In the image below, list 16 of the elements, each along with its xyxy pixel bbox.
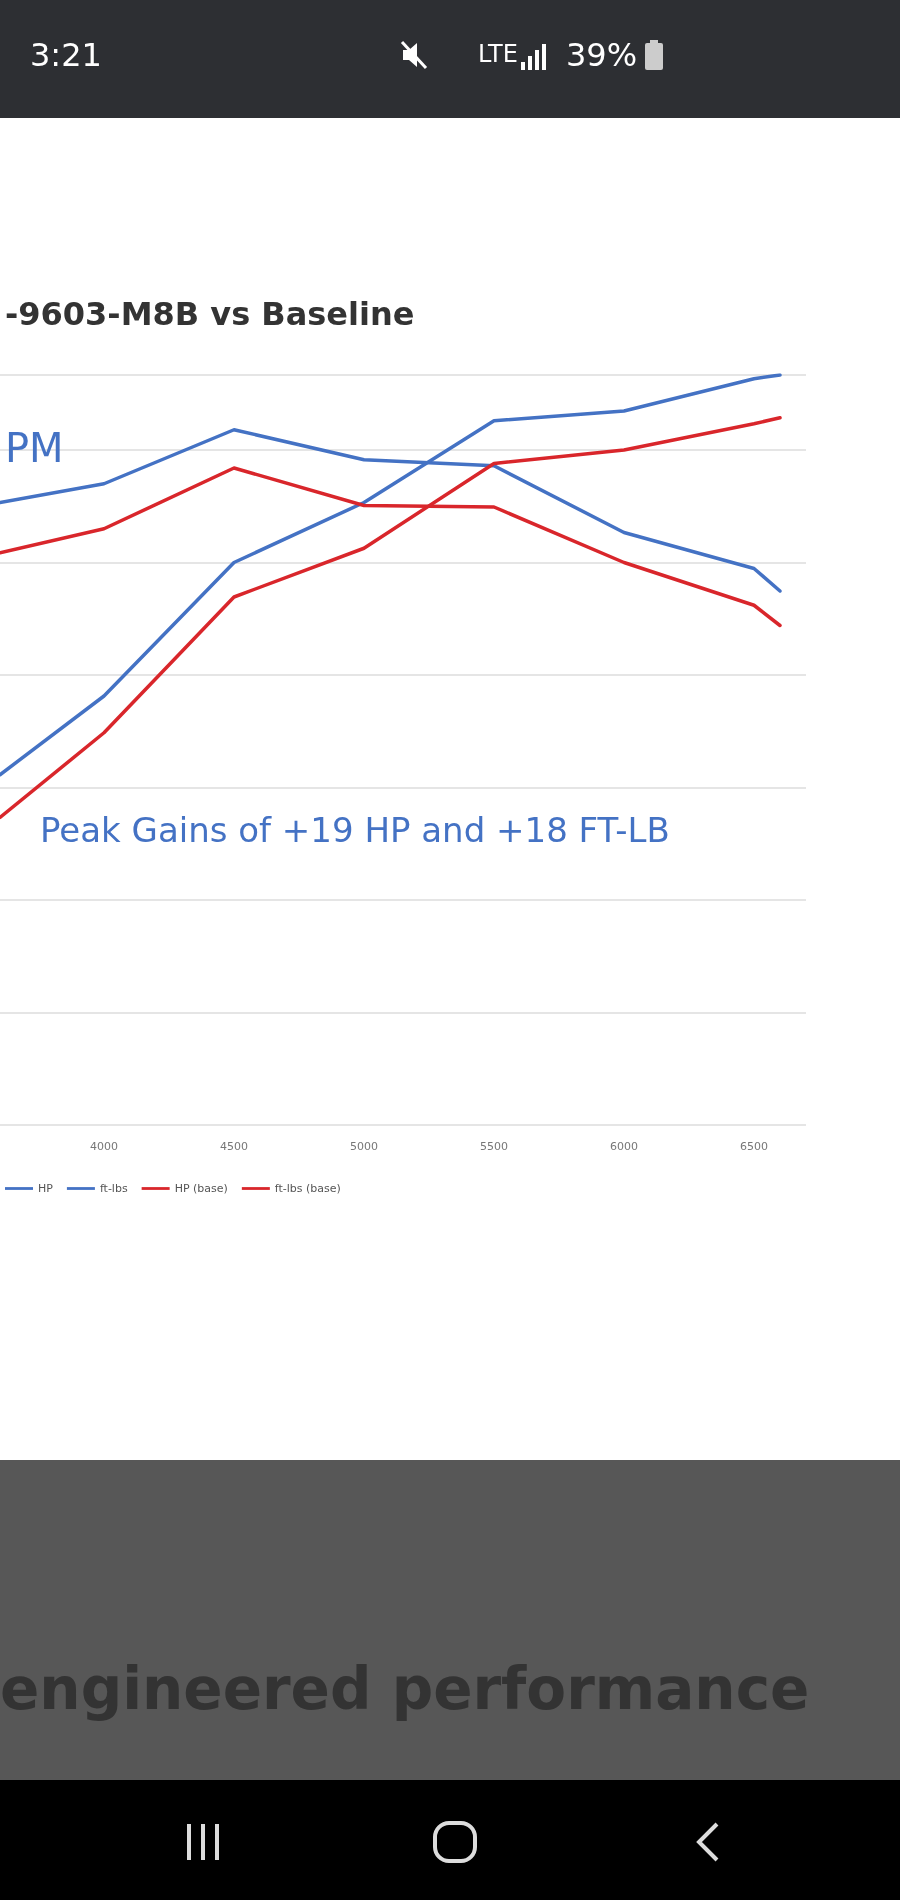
x-tick-label: 6500: [740, 1140, 768, 1153]
text: 39%: [566, 36, 638, 74]
legend-label: ft-lbs: [99, 1182, 128, 1195]
annotation: Peak Gains of +19 HP and +18 FT-LB: [40, 810, 670, 850]
x-tick-label: 6000: [610, 1140, 638, 1153]
legend-label: ft-lbs (base): [274, 1182, 341, 1195]
x-tick-label: 4000: [90, 1140, 118, 1153]
legend-label: HP: [38, 1182, 54, 1195]
text: 3:21: [30, 36, 102, 74]
x-tick-label: 5000: [350, 1140, 378, 1153]
x-tick-label: 5500: [480, 1140, 508, 1153]
legend-label: HP (base): [174, 1182, 228, 1195]
text: LTE: [478, 40, 518, 68]
x-tick-label: 4500: [220, 1140, 248, 1153]
text: PM: [5, 425, 64, 471]
chart-title: -9603-M8B vs Baseline: [5, 295, 415, 333]
